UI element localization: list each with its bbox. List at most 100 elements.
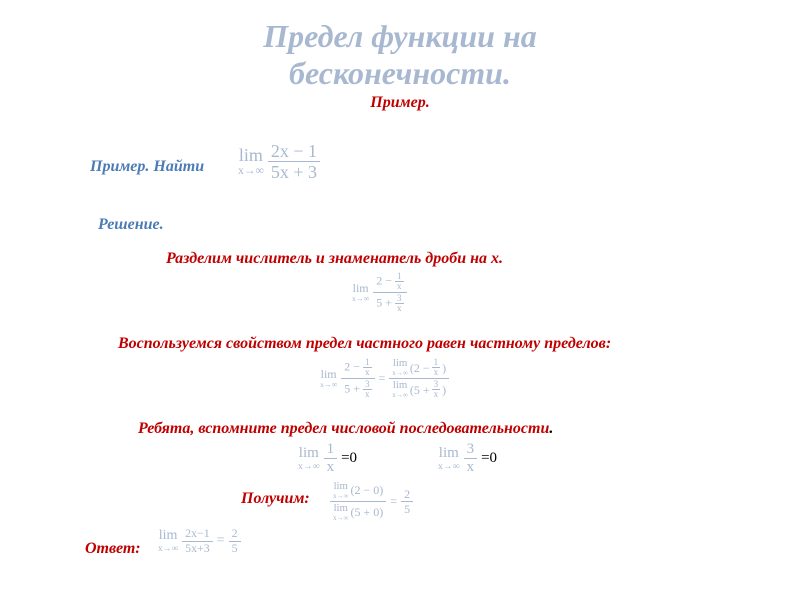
rn-post: ) (442, 362, 446, 374)
eq-zero: =0 (481, 450, 497, 467)
lim-text: lim (159, 529, 178, 543)
subtitle: Пример. (0, 94, 800, 112)
rhs-num: lim x→∞ (2 − 0) (330, 481, 386, 501)
equals: = (379, 371, 386, 386)
frac-den: 5 + 3 x (341, 378, 374, 399)
get-label: Получим: (241, 490, 310, 508)
frac-num: 2x−1 (182, 528, 213, 541)
num-a: 2 − (344, 359, 360, 373)
frac-den: 5 (229, 541, 241, 555)
frac-den: 5x+3 (182, 541, 213, 555)
property-text: Воспользуемся свойством предел частного … (118, 335, 611, 353)
lim-text: lim (334, 481, 348, 492)
den-a: 5 + (344, 381, 360, 395)
lim-symbol: lim x→∞ (352, 282, 369, 303)
find-equation: lim x→∞ 2x − 1 5x + 3 (238, 142, 320, 181)
equation-3-right: lim x→∞ 3 x =0 (438, 442, 497, 475)
lim-symbol: lim x→∞ (392, 380, 408, 399)
remember-dot: . (549, 420, 553, 437)
lim-text: lim (393, 380, 407, 391)
remember-text: Ребята, вспомните предел числовой послед… (138, 420, 553, 438)
sf-n: 3 (432, 380, 441, 389)
lim-text: lim (334, 503, 348, 514)
frac-num: 2 (401, 488, 413, 501)
rhs-fraction: lim x→∞ (2 − 1 x ) lim x→∞ (5 + 3 x (389, 358, 449, 399)
solution-label: Решение. (98, 216, 164, 234)
lim-text: lim (299, 446, 319, 461)
lim-text: lim (321, 368, 337, 380)
small-frac: 3 x (432, 380, 441, 399)
small-frac: 1 x (363, 358, 372, 377)
num-a: 2 − (376, 273, 392, 287)
answer-text: Ответ: (85, 540, 141, 557)
sf-n: 3 (363, 380, 372, 389)
equation-3-left: lim x→∞ 1 x =0 (298, 442, 357, 475)
sf-d: x (363, 367, 372, 377)
small-frac: 3 x (363, 380, 372, 399)
rn-pre: (2 − (410, 362, 430, 374)
lhs-fraction: 2 − 1 x 5 + 3 x (341, 358, 374, 399)
divide-text-content: Разделим числитель и знаменатель дроби н… (166, 250, 503, 267)
title-line1: Предел функции на (263, 18, 536, 54)
lim-text: lim (439, 446, 459, 461)
frac-num: 2x − 1 (268, 142, 320, 161)
small-frac: 3 x (395, 294, 404, 313)
frac-num: 3 (464, 442, 478, 458)
sf-n: 1 (432, 358, 441, 367)
lim-sub: x→∞ (333, 515, 349, 522)
rhs-den: lim x→∞ (5 + 0) (330, 501, 386, 522)
title-line2: бесконечности. (289, 55, 511, 91)
frac-num: 1 (324, 442, 338, 458)
lim-symbol: lim x→∞ (320, 368, 337, 389)
fraction: 2 − 1 x 5 + 3 x (373, 272, 406, 313)
sf-n: 1 (395, 272, 404, 281)
lim-sub: x→∞ (320, 381, 337, 389)
equation-4: lim x→∞ (2 − 0) lim x→∞ (5 + 0) = 2 5 (330, 478, 413, 522)
rhs-den: lim x→∞ (5 + 3 x ) (389, 378, 449, 399)
lim-symbol: lim x→∞ (298, 446, 320, 472)
frac-den: 5x + 3 (268, 161, 320, 181)
lim-symbol: lim x→∞ (438, 446, 460, 472)
equals: = (217, 533, 225, 549)
lim-text: lim (393, 358, 407, 369)
result-fraction: 2 5 (229, 528, 241, 555)
frac-den: x (464, 458, 478, 475)
frac-num: 2 − 1 x (341, 358, 374, 378)
subtitle-text: Пример. (370, 94, 429, 111)
sf-d: x (432, 367, 441, 377)
sf-n: 3 (395, 294, 404, 303)
fraction: 2x − 1 5x + 3 (268, 142, 320, 181)
lim-sub: x→∞ (238, 165, 264, 177)
solution-text: Решение. (98, 216, 164, 233)
lim-text: lim (353, 282, 369, 294)
property-text-content: Воспользуемся свойством предел частного … (118, 335, 611, 352)
frac-den: x (324, 458, 338, 475)
sf-d: x (363, 389, 372, 399)
lim-symbol: lim x→∞ (158, 529, 178, 553)
eq-zero: =0 (341, 450, 357, 467)
small-frac: 1 x (432, 358, 441, 377)
sf-n: 1 (363, 358, 372, 367)
rhs-num: lim x→∞ (2 − 1 x ) (389, 358, 449, 378)
lim-symbol: lim x→∞ (238, 146, 264, 177)
lim-sub: x→∞ (352, 295, 369, 303)
equation-5: lim x→∞ 2x−1 5x+3 = 2 5 (158, 528, 241, 555)
result-fraction: 2 5 (401, 488, 413, 515)
lim-sub: x→∞ (392, 370, 408, 377)
small-frac: 1 x (395, 272, 404, 291)
get-text: Получим: (241, 490, 310, 507)
sf-d: x (432, 389, 441, 399)
frac-den: 5 (401, 501, 413, 515)
den: (5 + 0) (351, 506, 384, 518)
slide-title: Предел функции на бесконечности. (0, 0, 800, 92)
fraction: 2x−1 5x+3 (182, 528, 213, 555)
lhs-fraction: lim x→∞ (2 − 0) lim x→∞ (5 + 0) (330, 481, 386, 522)
lim-symbol: lim x→∞ (392, 358, 408, 377)
lim-symbol: lim x→∞ (333, 481, 349, 500)
lim-text: lim (239, 146, 263, 164)
num: (2 − 0) (351, 484, 384, 496)
lim-sub: x→∞ (438, 462, 460, 472)
find-row: Пример. Найти (90, 158, 204, 176)
equation-2: lim x→∞ 2 − 1 x 5 + 3 x = (320, 358, 449, 399)
lim-sub: x→∞ (333, 493, 349, 500)
